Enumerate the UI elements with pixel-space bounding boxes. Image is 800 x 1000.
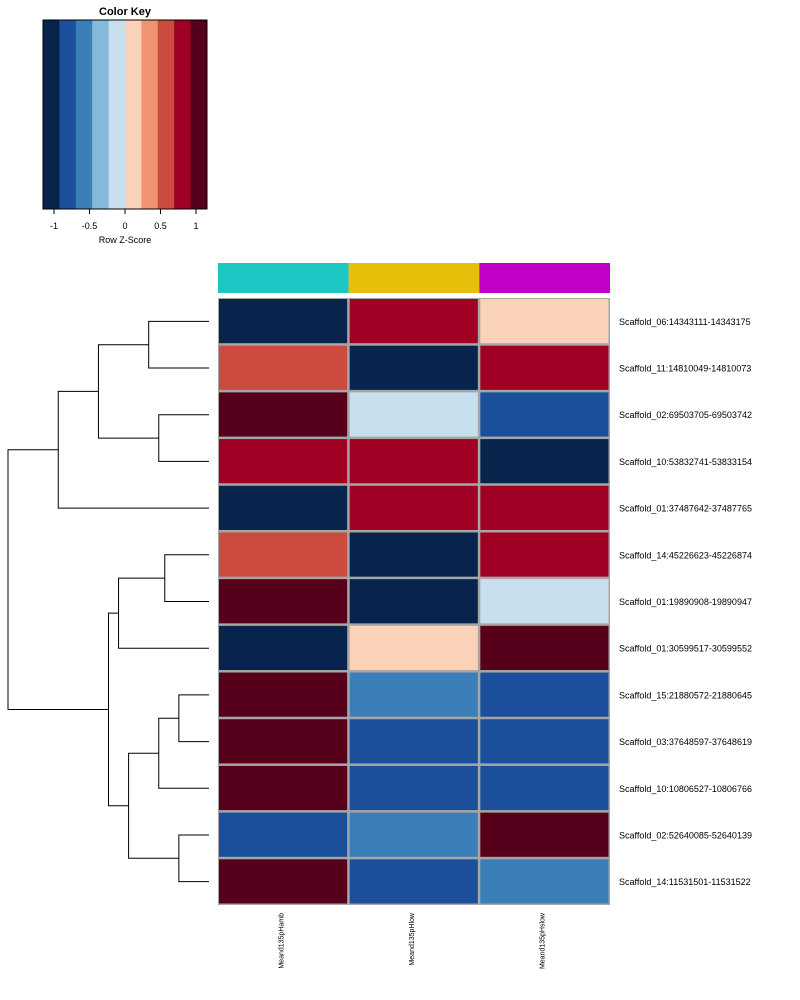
- color-key-swatch-3: [92, 20, 109, 209]
- column-side-color-2: [479, 263, 610, 293]
- row-label: Scaffold_01:30599517-30599552: [619, 644, 752, 654]
- column-side-color-0: [218, 263, 349, 293]
- color-key-swatch-6: [141, 20, 159, 209]
- heatmap-cell: [219, 579, 348, 624]
- heatmap-cell: [480, 765, 609, 811]
- dendrogram-branch: [128, 752, 179, 859]
- color-key-tick-label: -0.5: [82, 221, 98, 231]
- heatmap-cell: [480, 719, 609, 764]
- color-key-tick-label: 1: [193, 221, 198, 231]
- dendrogram-branch: [158, 414, 209, 462]
- heatmap-cell: [349, 392, 478, 437]
- heatmap-cell: [480, 392, 609, 437]
- color-key-tick-label: 0.5: [154, 221, 167, 231]
- heatmap-cell: [349, 765, 478, 811]
- row-label: Scaffold_10:53832741-53833154: [619, 457, 752, 467]
- row-dendrogram: [7, 320, 209, 883]
- heatmap-cell: [349, 439, 478, 484]
- color-key-axis: -1 -0.5 0 0.5 1: [50, 208, 199, 231]
- column-label: Meand135pHslow: [540, 912, 547, 969]
- color-key-swatch-4: [108, 20, 126, 209]
- color-key-swatch-1: [59, 20, 77, 209]
- heatmap-cell: [219, 439, 348, 484]
- heatmap-cell: [480, 625, 609, 671]
- column-side-color-1: [348, 263, 480, 293]
- column-labels: Meand135pHamb Meand135pHlow Meand135pHslow: [278, 912, 546, 969]
- row-label: Scaffold_15:21880572-21880645: [619, 690, 752, 700]
- dendrogram-branch: [118, 577, 209, 649]
- color-key-swatch-7: [157, 20, 175, 209]
- dendrogram-branch: [7, 449, 109, 710]
- heatmap-cell: [480, 439, 609, 484]
- heatmap-cell: [219, 812, 348, 857]
- heatmap-cell: [349, 859, 478, 904]
- color-key-swatches: [43, 20, 208, 209]
- dendrogram-branch: [178, 694, 209, 743]
- heatmap-cell: [349, 719, 478, 764]
- dendrogram-branch: [158, 717, 209, 789]
- color-key-swatch-8: [174, 20, 191, 209]
- heatmap-cell: [480, 812, 609, 857]
- color-key-swatch-2: [75, 20, 93, 209]
- heatmap-grid: [218, 298, 610, 905]
- heatmap-cell: [219, 625, 348, 671]
- color-key-tick-label: 0: [122, 221, 127, 231]
- row-label: Scaffold_14:11531501-11531522: [619, 877, 751, 887]
- heatmap-cell: [349, 299, 478, 344]
- color-key-tick-label: -1: [50, 221, 58, 231]
- row-label: Scaffold_14:45226623-45226874: [619, 550, 752, 560]
- heatmap-cell: [480, 859, 609, 904]
- heatmap-cell: [349, 812, 478, 857]
- column-label: Meand135pHlow: [409, 912, 416, 965]
- dendrogram-branch: [97, 344, 159, 439]
- heatmap-cell: [219, 859, 348, 904]
- row-label: Scaffold_10:10806527-10806766: [619, 784, 752, 794]
- color-key-title: Color Key: [99, 6, 152, 18]
- heatmap-cell: [219, 485, 348, 530]
- dendrogram-branch: [57, 390, 209, 509]
- heatmap-cell: [480, 532, 609, 577]
- column-label: Meand135pHamb: [278, 913, 285, 969]
- heatmap-cell: [480, 485, 609, 530]
- heatmap-cell: [480, 299, 609, 344]
- column-side-colors: [218, 263, 610, 293]
- color-key-swatch-0: [43, 20, 60, 209]
- heatmap-cell: [219, 532, 348, 577]
- heatmap-cell: [480, 579, 609, 624]
- heatmap-cell: [219, 765, 348, 811]
- heatmap-cell: [349, 672, 478, 717]
- color-key-swatch-9: [190, 20, 208, 209]
- heatmap-cell: [219, 345, 348, 390]
- row-label: Scaffold_02:52640085-52640139: [619, 830, 752, 840]
- heatmap-cell: [349, 532, 478, 577]
- heatmap-cell: [349, 485, 478, 530]
- dendrogram-branch: [148, 320, 209, 369]
- heatmap-cell: [219, 299, 348, 344]
- heatmap-cell: [219, 392, 348, 437]
- heatmap-cell: [349, 625, 478, 671]
- dendrogram-branch: [164, 554, 209, 602]
- row-label: Scaffold_02:69503705-69503742: [619, 410, 752, 420]
- heatmap-cell: [480, 345, 609, 390]
- row-label: Scaffold_01:19890908-19890947: [619, 597, 752, 607]
- row-label: Scaffold_06:14343111-14343175: [619, 317, 751, 327]
- row-label: Scaffold_11:14810049-14810073: [619, 364, 751, 374]
- heatmap-cell: [219, 672, 348, 717]
- heatmap-cell: [219, 719, 348, 764]
- row-label: Scaffold_01:37487642-37487765: [619, 504, 752, 514]
- heatmap-cell: [349, 345, 478, 390]
- dendrogram-branch: [178, 834, 209, 883]
- color-key-xlabel: Row Z-Score: [99, 235, 152, 245]
- heatmap-cell: [349, 579, 478, 624]
- color-key-swatch-5: [125, 20, 142, 209]
- heatmap-cell: [480, 672, 609, 717]
- row-labels: Scaffold_06:14343111-14343175 Scaffold_11…: [619, 317, 752, 887]
- row-label: Scaffold_03:37648597-37648619: [619, 737, 752, 747]
